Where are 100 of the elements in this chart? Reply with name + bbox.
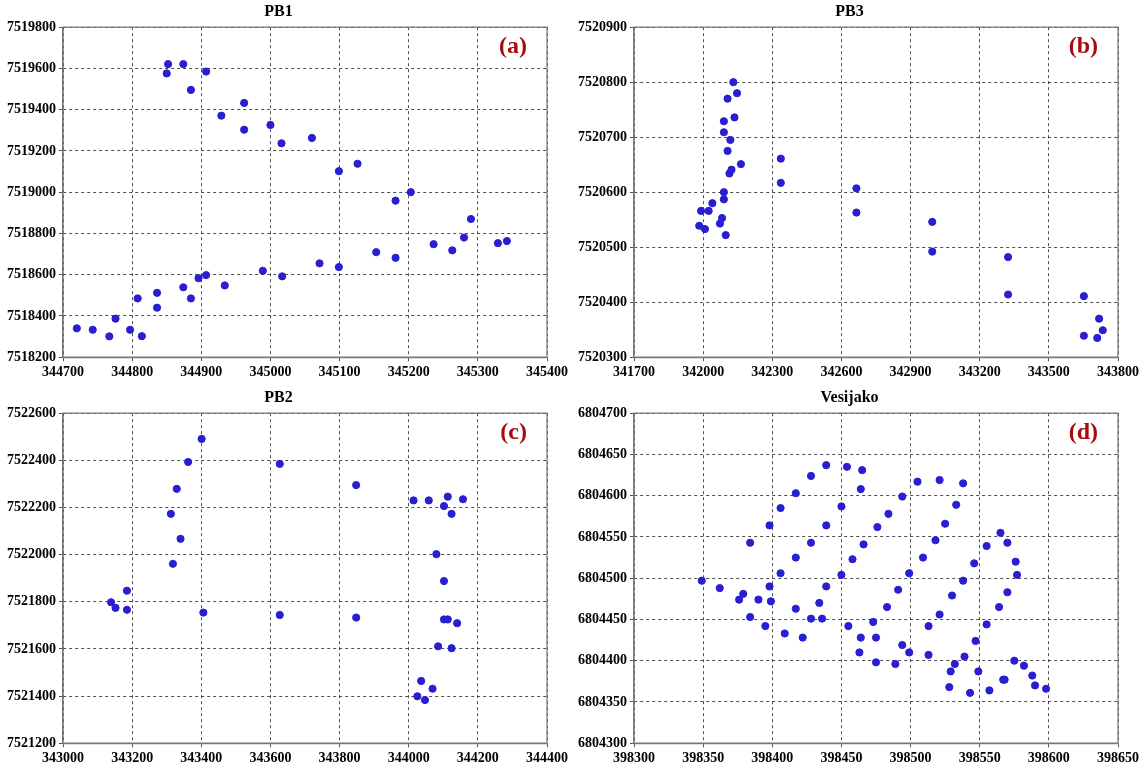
x-tick-label: 345200 xyxy=(387,364,430,380)
point xyxy=(726,135,735,145)
point xyxy=(352,480,361,490)
x-tick-label: 398400 xyxy=(751,750,794,766)
point xyxy=(122,586,132,595)
x-tick-label: 344700 xyxy=(42,364,84,380)
point xyxy=(459,233,469,242)
point xyxy=(420,695,430,705)
point xyxy=(105,332,114,341)
point xyxy=(736,160,746,169)
x-tick-label: 343600 xyxy=(249,750,292,766)
point xyxy=(439,576,449,586)
point xyxy=(432,550,441,559)
point xyxy=(1003,253,1013,262)
y-tick-label: 7520900 xyxy=(578,18,627,34)
y-tick-label: 7522600 xyxy=(7,404,56,420)
point xyxy=(315,259,324,268)
y-tick-label: 6804400 xyxy=(578,652,627,668)
x-tick-label: 345300 xyxy=(456,364,499,380)
point xyxy=(179,283,188,292)
x-tick-label: 344000 xyxy=(387,750,430,766)
point xyxy=(152,303,162,312)
y-tick-label: 7520600 xyxy=(578,183,627,199)
point xyxy=(164,60,173,69)
x-tick-label: 345100 xyxy=(318,364,361,380)
point xyxy=(443,492,452,501)
point xyxy=(429,240,438,249)
point xyxy=(176,534,185,543)
point xyxy=(240,125,249,134)
point xyxy=(719,188,728,197)
y-tick-label: 7518800 xyxy=(7,225,56,241)
point xyxy=(133,294,142,303)
point xyxy=(172,484,181,493)
point xyxy=(1079,331,1088,340)
point xyxy=(708,199,717,208)
y-tick-label: 7520700 xyxy=(578,128,627,144)
point xyxy=(202,67,211,76)
point xyxy=(111,314,120,323)
point xyxy=(275,610,284,620)
point xyxy=(1095,314,1104,323)
annotation: (c) xyxy=(500,418,527,445)
x-tick-label: 343200 xyxy=(111,750,154,766)
chart-title: PB3 xyxy=(835,1,864,19)
point xyxy=(125,325,135,334)
point xyxy=(217,111,226,120)
x-tick-label: 343800 xyxy=(1097,364,1139,380)
point xyxy=(704,206,713,215)
x-tick-label: 344400 xyxy=(526,750,568,766)
point xyxy=(179,60,188,69)
x-tick-label: 398550 xyxy=(958,750,1001,766)
point xyxy=(137,332,146,341)
point xyxy=(199,608,208,617)
x-tick-label: 343400 xyxy=(180,750,223,766)
chart-title: Vesijako xyxy=(820,387,879,406)
point xyxy=(721,231,730,240)
point xyxy=(152,288,162,297)
annotation: (d) xyxy=(1068,418,1098,445)
point xyxy=(413,692,422,701)
y-tick-label: 7520400 xyxy=(578,293,627,309)
point xyxy=(729,78,738,87)
point xyxy=(220,281,229,290)
point xyxy=(391,196,400,205)
point xyxy=(730,113,739,122)
x-tick-label: 398600 xyxy=(1027,750,1070,766)
point xyxy=(852,208,861,217)
x-tick-label: 344200 xyxy=(456,750,499,766)
point xyxy=(334,262,343,272)
x-tick-label: 398350 xyxy=(682,750,725,766)
point xyxy=(266,120,275,130)
point xyxy=(184,457,193,467)
point xyxy=(424,496,433,505)
y-tick-label: 7522200 xyxy=(7,499,56,515)
point xyxy=(168,559,178,568)
y-tick-label: 7518600 xyxy=(7,266,56,282)
x-tick-label: 343500 xyxy=(1027,364,1070,380)
point xyxy=(194,274,203,283)
point xyxy=(1098,326,1107,335)
annotation: (b) xyxy=(1068,32,1098,59)
point xyxy=(717,213,727,223)
point xyxy=(732,89,742,98)
point xyxy=(334,167,343,176)
y-tick-label: 7522000 xyxy=(7,546,56,562)
point xyxy=(502,236,511,246)
x-tick-label: 342300 xyxy=(751,364,794,380)
point xyxy=(307,133,317,143)
point xyxy=(278,272,287,281)
x-tick-label: 343200 xyxy=(958,364,1001,380)
x-tick-label: 398300 xyxy=(613,750,655,766)
point xyxy=(1003,290,1013,299)
point xyxy=(696,206,706,215)
point xyxy=(275,459,284,468)
point xyxy=(417,676,426,686)
x-tick-label: 398450 xyxy=(820,750,863,766)
y-tick-label: 6804500 xyxy=(578,569,627,585)
point xyxy=(723,146,732,156)
annotation: (a) xyxy=(499,32,527,59)
point xyxy=(258,266,267,275)
x-tick-label: 344900 xyxy=(180,364,223,380)
point xyxy=(928,247,937,256)
point xyxy=(353,159,362,168)
